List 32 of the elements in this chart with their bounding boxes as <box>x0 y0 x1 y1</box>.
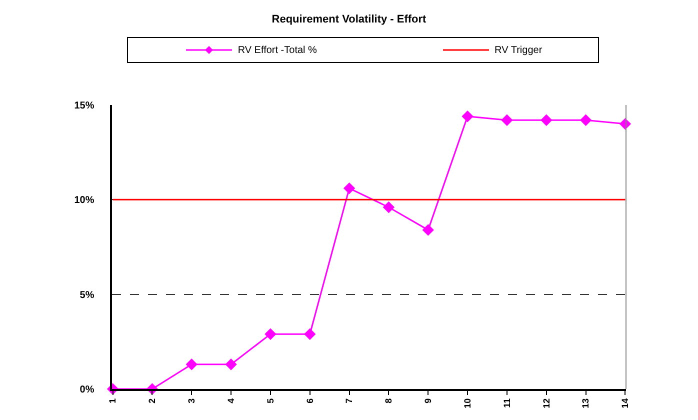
x-tick-label: 7 <box>344 398 354 404</box>
point <box>580 114 592 126</box>
x-tick-label: 3 <box>186 398 197 404</box>
chart-title: Requirement Volatility - Effort <box>272 13 427 26</box>
point <box>462 110 474 122</box>
x-tick-label: 10 <box>462 398 472 408</box>
point <box>225 358 237 370</box>
point <box>422 224 434 236</box>
x-tick-label: 8 <box>384 398 394 404</box>
x-tick-label: 11 <box>502 398 512 408</box>
legend-label: RV Effort -Total % <box>238 44 317 56</box>
point <box>343 182 356 194</box>
x-tick-label: 14 <box>620 398 630 408</box>
point <box>501 114 513 126</box>
x-tick-label: 9 <box>423 398 434 404</box>
point <box>304 328 316 340</box>
legend-label: RV Trigger <box>494 44 542 56</box>
x-tick-label: 2 <box>147 398 158 404</box>
x-tick-label: 12 <box>541 398 552 408</box>
point <box>264 328 276 340</box>
point <box>382 201 395 214</box>
x-tick-label: 4 <box>226 398 236 404</box>
point <box>540 114 552 126</box>
y-tick-label: 10% <box>74 195 94 206</box>
y-tick-label: 0% <box>80 384 94 396</box>
x-tick-label: 6 <box>304 398 315 404</box>
x-tick-label: 1 <box>108 398 118 404</box>
x-tick-label: 13 <box>580 398 591 408</box>
point <box>186 358 198 370</box>
x-tick-label: 5 <box>265 398 276 404</box>
y-tick-label: 5% <box>80 290 94 301</box>
y-tick-label: 15% <box>74 100 94 112</box>
